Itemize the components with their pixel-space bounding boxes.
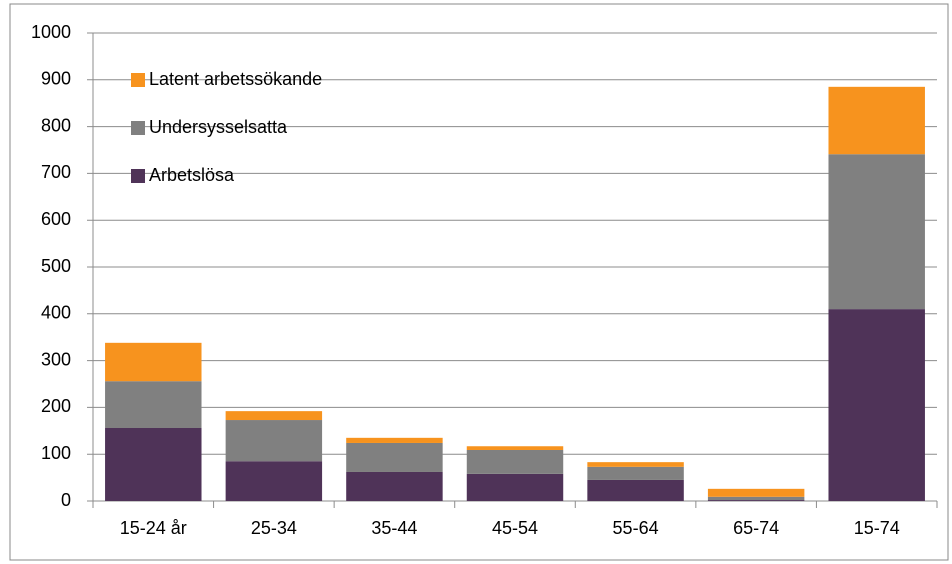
bar-segment [346,442,443,472]
x-tick-label: 45-54 [492,518,538,538]
y-tick-label: 100 [41,443,71,463]
y-tick-label: 700 [41,162,71,182]
legend-label: Arbetslösa [149,165,235,185]
bar-segment [225,411,323,421]
bar-segment [346,437,443,443]
bar-segment [466,446,564,450]
bar-segment [225,420,323,462]
x-tick-label: 15-74 [854,518,900,538]
y-tick-label: 200 [41,396,71,416]
bar-segment [466,449,564,474]
y-tick-label: 800 [41,115,71,135]
bar-segment [707,496,805,501]
bar-segment [707,488,805,497]
bar-segment [105,342,202,382]
x-tick-label: 15-24 år [120,518,187,538]
bar-segment [587,462,684,467]
y-tick-label: 400 [41,303,71,323]
bar-segment [225,461,323,501]
bar-segment [105,427,202,501]
legend-label: Latent arbetssökande [149,69,322,89]
legend-swatch [131,121,145,135]
y-tick-label: 500 [41,256,71,276]
bar-segment [828,309,925,501]
x-tick-label: 65-74 [733,518,779,538]
bar-segment [105,381,202,428]
bar-segment [828,154,925,310]
y-tick-label: 1000 [31,22,71,42]
bar-segment [466,473,564,501]
bar-segment [587,479,684,501]
y-tick-label: 0 [61,490,71,510]
bar-segment [707,500,805,501]
bar-segment [828,86,925,155]
x-tick-label: 25-34 [251,518,297,538]
y-tick-label: 900 [41,69,71,89]
y-tick-label: 600 [41,209,71,229]
bar-segment [587,466,684,480]
y-tick-label: 300 [41,349,71,369]
legend-label: Undersysselsatta [149,117,288,137]
x-tick-label: 55-64 [613,518,659,538]
legend-swatch [131,169,145,183]
x-tick-label: 35-44 [371,518,417,538]
bar-segment [346,471,443,501]
legend-swatch [131,73,145,87]
